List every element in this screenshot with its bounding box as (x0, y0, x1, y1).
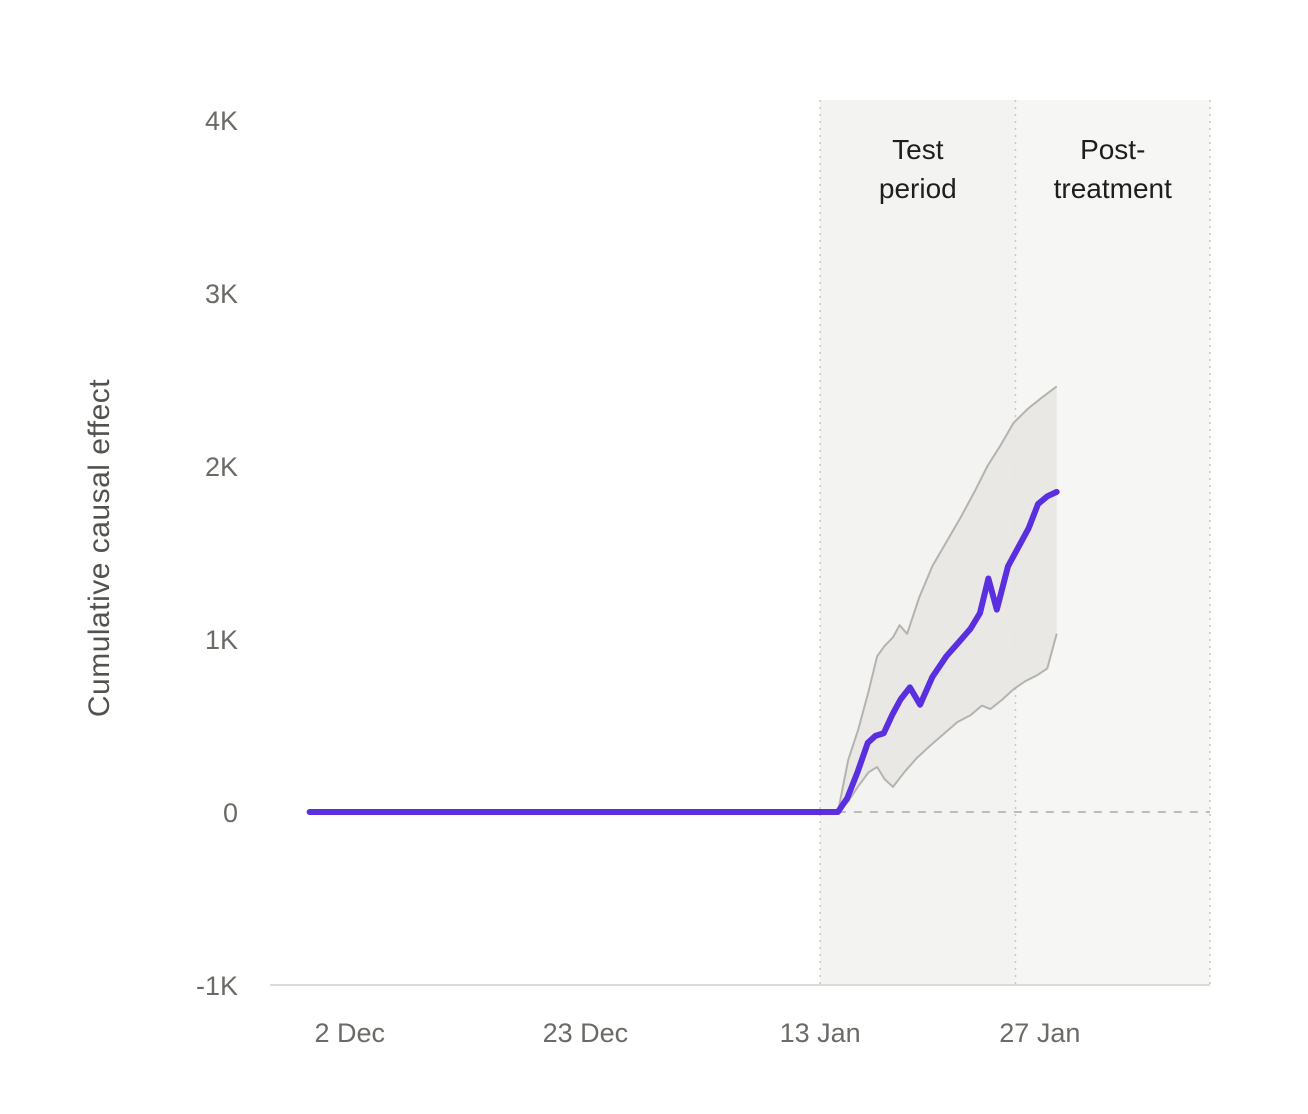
x-tick-label: 23 Dec (543, 1018, 629, 1048)
confidence-band (837, 386, 1057, 812)
y-axis-title: Cumulative causal effect (83, 378, 116, 718)
confidence-band-upper-edge (836, 385, 1058, 813)
confidence-band-lower-edge (837, 633, 1058, 813)
y-tick-label: 4K (205, 106, 238, 136)
cumulative-effect-line (306, 488, 1060, 815)
y-tick-label: 0 (223, 798, 238, 828)
y-tick-label: 1K (205, 625, 238, 655)
region-label-post-treatment: Post-treatment (1053, 134, 1172, 205)
y-tick-label: -1K (196, 971, 238, 1001)
y-tick-label: 3K (205, 279, 238, 309)
region-label-test-period: Test period (878, 134, 957, 205)
x-tick-label: 2 Dec (315, 1018, 386, 1048)
y-tick-label: 2K (205, 452, 238, 482)
x-tick-label: 27 Jan (999, 1018, 1080, 1048)
x-tick-label: 13 Jan (780, 1018, 861, 1048)
